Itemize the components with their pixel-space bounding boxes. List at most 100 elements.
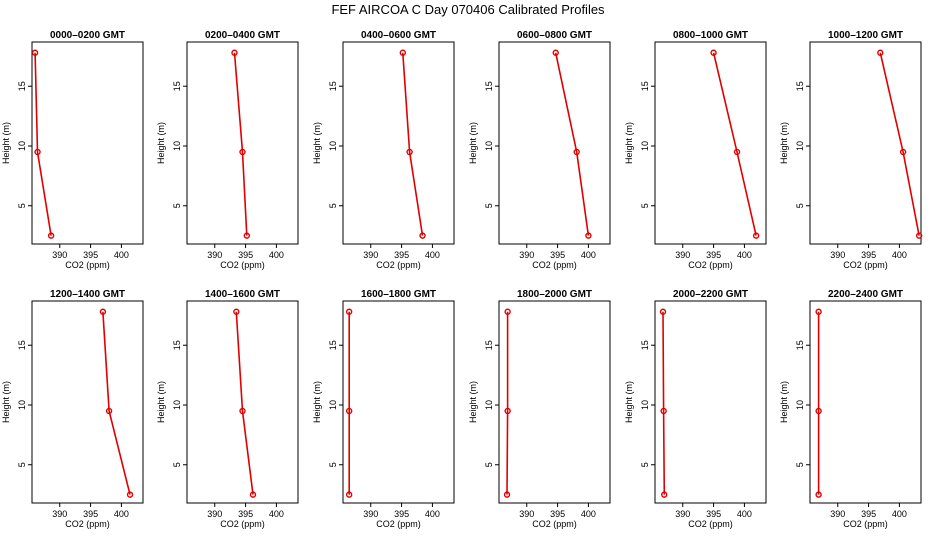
y-tick-label: 15 [640, 340, 650, 350]
plot-frame [654, 300, 767, 504]
y-tick-label: 10 [795, 400, 805, 410]
y-axis-label: Height (m) [156, 381, 166, 423]
profile-line [235, 311, 254, 495]
y-tick-label: 5 [640, 462, 650, 467]
profile-point [239, 407, 246, 415]
profile-line [233, 52, 248, 236]
x-tick-label: 390 [52, 509, 67, 519]
y-tick-label: 5 [484, 203, 494, 208]
profile-point [815, 491, 822, 498]
profile-point [345, 407, 353, 415]
profile-point [585, 232, 592, 239]
profile-point [573, 148, 580, 156]
panel-title: 0200–0400 GMT [205, 30, 280, 41]
x-tick-label: 395 [238, 250, 253, 260]
panel: 2200–2400 GMT 390 395 400 5 10 15 CO2 (ppm) Heig… [779, 289, 922, 529]
y-tick-label: 15 [172, 81, 182, 91]
profile-point [419, 232, 426, 239]
y-axis-label: Height (m) [1, 381, 11, 423]
x-tick-label: 390 [363, 250, 378, 260]
y-tick-label: 15 [328, 340, 338, 350]
y-tick-label: 5 [328, 462, 338, 467]
panel-title: 0000–0200 GMT [50, 30, 125, 41]
profile-point [915, 232, 923, 239]
x-axis-label: CO2 (ppm) [220, 260, 265, 270]
y-axis-label: Height (m) [779, 381, 789, 423]
y-tick-label: 15 [172, 340, 182, 350]
y-tick-label: 15 [795, 81, 805, 91]
x-tick-label: 395 [394, 250, 409, 260]
plot-frame [498, 41, 611, 245]
x-tick-label: 400 [737, 250, 752, 260]
y-tick-label: 15 [17, 81, 27, 91]
y-axis-label: Height (m) [156, 122, 166, 164]
y-tick-label: 5 [172, 462, 182, 467]
y-tick-label: 10 [640, 400, 650, 410]
plot-frame [498, 300, 611, 504]
x-axis-label: CO2 (ppm) [65, 260, 110, 270]
profile-point [31, 49, 39, 56]
plot-frame [31, 300, 144, 504]
profile-line [402, 52, 424, 236]
profile-point [877, 49, 884, 56]
y-tick-label: 5 [795, 203, 805, 208]
profile-point [659, 308, 667, 315]
x-tick-label: 395 [861, 250, 876, 260]
profile-point [406, 148, 413, 156]
profile-point [249, 491, 257, 498]
y-tick-label: 5 [328, 203, 338, 208]
profile-point [239, 148, 246, 156]
panel: 1200–1400 GMT 390 395 400 5 10 15 CO2 (ppm) Heig… [1, 289, 144, 529]
panel-title: 1600–1800 GMT [361, 289, 436, 300]
x-axis-label: CO2 (ppm) [65, 519, 110, 529]
x-tick-label: 390 [207, 509, 222, 519]
profile-point [345, 491, 353, 498]
x-axis-label: CO2 (ppm) [532, 519, 577, 529]
y-tick-label: 10 [172, 141, 182, 151]
x-tick-label: 390 [363, 509, 378, 519]
profile-point [815, 407, 822, 415]
panel: 2000–2200 GMT 390 395 400 5 10 15 CO2 (ppm) Heig… [624, 289, 767, 529]
x-tick-label: 400 [269, 509, 284, 519]
x-tick-label: 400 [581, 509, 596, 519]
panel-title: 1200–1400 GMT [50, 289, 125, 300]
y-tick-label: 15 [484, 81, 494, 91]
y-tick-label: 5 [640, 203, 650, 208]
x-tick-label: 390 [519, 250, 534, 260]
profile-point [243, 232, 251, 239]
x-axis-label: CO2 (ppm) [843, 260, 888, 270]
profile-point [345, 308, 353, 315]
x-tick-label: 395 [861, 509, 876, 519]
x-tick-label: 400 [425, 509, 440, 519]
x-tick-label: 390 [675, 250, 690, 260]
profile-point [504, 308, 511, 315]
y-axis-label: Height (m) [312, 122, 322, 164]
y-tick-label: 5 [795, 462, 805, 467]
y-tick-label: 10 [484, 141, 494, 151]
y-axis-label: Height (m) [624, 381, 634, 423]
profile-point [399, 49, 407, 56]
profile-point [233, 308, 240, 315]
x-axis-label: CO2 (ppm) [220, 519, 265, 529]
x-tick-label: 400 [737, 509, 752, 519]
y-tick-label: 10 [795, 141, 805, 151]
profile-point [661, 491, 668, 498]
y-axis-label: Height (m) [312, 381, 322, 423]
panel: 0400–0600 GMT 390 395 400 5 10 15 CO2 (ppm) Heig… [312, 30, 455, 270]
y-tick-label: 15 [640, 81, 650, 91]
y-tick-label: 15 [17, 340, 27, 350]
plot-frame [186, 300, 299, 504]
panel: 1400–1600 GMT 390 395 400 5 10 15 CO2 (ppm) Heig… [156, 289, 299, 529]
x-tick-label: 390 [675, 509, 690, 519]
y-tick-label: 10 [17, 400, 27, 410]
x-tick-label: 395 [238, 509, 253, 519]
plot-frame [342, 300, 455, 504]
x-axis-label: CO2 (ppm) [532, 260, 577, 270]
panel-title: 1000–1200 GMT [828, 30, 903, 41]
y-tick-label: 15 [328, 81, 338, 91]
y-tick-label: 15 [484, 340, 494, 350]
y-tick-label: 10 [17, 141, 27, 151]
y-tick-label: 5 [17, 462, 27, 467]
figure-title: FEF AIRCOA C Day 070406 Calibrated Profi… [331, 2, 605, 17]
